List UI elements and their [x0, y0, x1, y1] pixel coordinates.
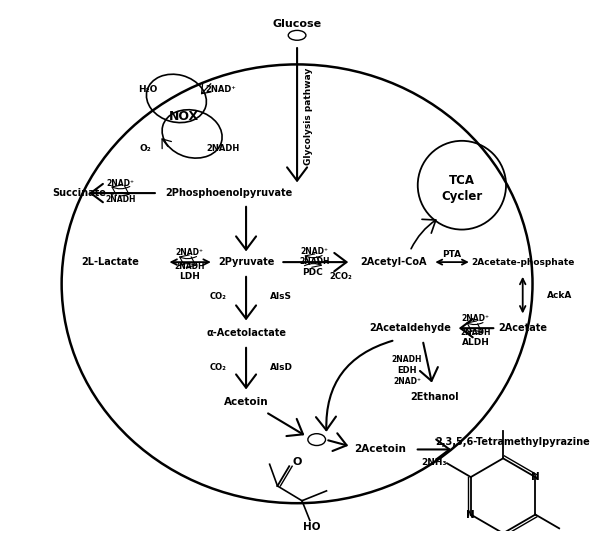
- Text: AckA: AckA: [547, 291, 573, 300]
- Text: 2L-Lactate: 2L-Lactate: [82, 257, 140, 267]
- Text: 2,3,5,6-Tetramethylpyrazine: 2,3,5,6-Tetramethylpyrazine: [436, 436, 590, 446]
- Text: 2NAD⁺: 2NAD⁺: [393, 377, 421, 386]
- Text: 2Acetaldehyde: 2Acetaldehyde: [369, 323, 451, 333]
- Text: 2Acetate: 2Acetate: [498, 323, 547, 333]
- Text: HO: HO: [303, 523, 321, 532]
- Text: Acetoin: Acetoin: [224, 397, 269, 407]
- Text: 2Acetoin: 2Acetoin: [354, 444, 406, 455]
- Text: 2NAD⁺: 2NAD⁺: [175, 248, 203, 257]
- Text: Cycler: Cycler: [441, 190, 482, 203]
- Text: H₂O: H₂O: [138, 85, 158, 94]
- Text: Succinate: Succinate: [52, 188, 106, 198]
- Text: PTA: PTA: [442, 250, 461, 259]
- Text: N: N: [531, 472, 540, 482]
- Text: 2NADH: 2NADH: [174, 262, 204, 271]
- Text: Glycolysis pathway: Glycolysis pathway: [304, 68, 313, 165]
- Text: O: O: [293, 457, 302, 467]
- Text: 2NAD⁺: 2NAD⁺: [300, 247, 329, 256]
- Text: 2Acetyl-CoA: 2Acetyl-CoA: [360, 257, 427, 267]
- Text: PDC: PDC: [302, 269, 323, 278]
- Text: Glucose: Glucose: [272, 19, 322, 29]
- Text: 2NAD⁺: 2NAD⁺: [205, 85, 236, 94]
- Text: 2NADH: 2NADH: [206, 144, 239, 153]
- Text: ALDH: ALDH: [461, 338, 490, 347]
- Text: N: N: [466, 510, 475, 519]
- Text: LDH: LDH: [179, 272, 200, 281]
- Text: 2Pyruvate: 2Pyruvate: [218, 257, 274, 267]
- Text: 2NADH: 2NADH: [392, 355, 422, 364]
- Text: 2NADH: 2NADH: [460, 327, 491, 337]
- Text: CO₂: CO₂: [209, 292, 226, 301]
- Text: NOX: NOX: [169, 110, 200, 123]
- Text: 2NADH: 2NADH: [299, 257, 330, 266]
- Text: 2NADH: 2NADH: [105, 196, 136, 205]
- Text: O₂: O₂: [139, 144, 151, 153]
- Text: 2NAD⁺: 2NAD⁺: [106, 178, 135, 188]
- Text: 2Acetate-phosphate: 2Acetate-phosphate: [471, 258, 575, 266]
- Text: AlsD: AlsD: [270, 363, 293, 372]
- Text: α-Acetolactate: α-Acetolactate: [206, 328, 286, 338]
- Text: 2NH₃: 2NH₃: [422, 458, 447, 467]
- Text: 2CO₂: 2CO₂: [330, 272, 353, 281]
- Text: CO₂: CO₂: [209, 363, 226, 372]
- Text: EDH: EDH: [397, 366, 417, 375]
- Text: 2NAD⁺: 2NAD⁺: [461, 314, 490, 323]
- Text: AlsS: AlsS: [270, 292, 291, 301]
- Text: 2Phosphoenolpyruvate: 2Phosphoenolpyruvate: [165, 188, 292, 198]
- Text: 2Ethanol: 2Ethanol: [410, 392, 459, 402]
- Text: TCA: TCA: [449, 174, 475, 187]
